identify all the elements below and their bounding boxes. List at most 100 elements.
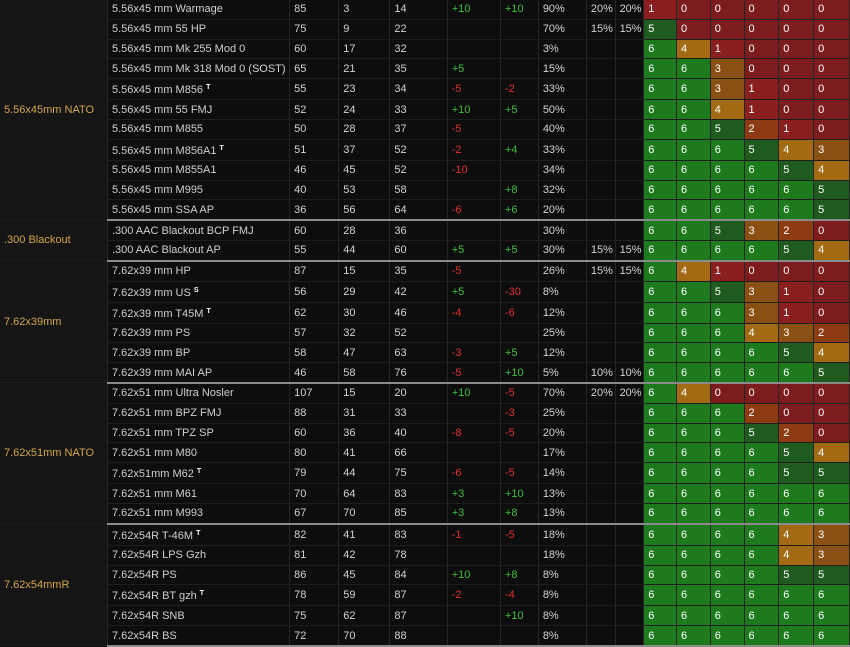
pen-cell: 64 bbox=[338, 483, 391, 504]
recoil-cell: +10 bbox=[500, 362, 539, 384]
armor-class-3-cell: 0 bbox=[710, 382, 745, 404]
armor-class-3-cell: 6 bbox=[710, 442, 745, 464]
ammo-name-cell: 7.62x39 mm T45M T bbox=[107, 302, 291, 324]
armor-class-6-cell: 0 bbox=[813, 78, 850, 101]
recoil-cell bbox=[500, 323, 539, 344]
ammo-tag-badge: T bbox=[196, 529, 201, 537]
armor-class-2-cell: 6 bbox=[676, 483, 711, 504]
ric2-cell bbox=[615, 584, 645, 607]
recoil-cell bbox=[500, 58, 539, 80]
armor-class-5-cell: 5 bbox=[778, 240, 815, 262]
dmg-cell: 67 bbox=[289, 503, 340, 525]
ammo-name: 7.62x51 mm Ultra Nosler bbox=[111, 387, 234, 400]
armor-class-3-cell: 4 bbox=[710, 99, 745, 120]
dmg-cell: 56 bbox=[289, 281, 340, 303]
ric2-cell bbox=[615, 160, 645, 181]
frag-cell: 70% bbox=[538, 19, 587, 40]
ric-cell bbox=[586, 199, 616, 222]
armor-class-2-cell: 6 bbox=[676, 119, 711, 140]
frag-cell: 70% bbox=[538, 382, 587, 404]
armor-cell: 84 bbox=[389, 565, 448, 586]
dmg-cell: 60 bbox=[289, 39, 340, 60]
armor-class-4-cell: 6 bbox=[744, 180, 780, 201]
frag-cell: 25% bbox=[538, 323, 587, 344]
armor-cell: 63 bbox=[389, 342, 448, 364]
frag-cell: 20% bbox=[538, 423, 587, 444]
armor-class-4-cell: 6 bbox=[744, 584, 780, 607]
armor-class-5-cell: 6 bbox=[778, 483, 815, 504]
pen-cell: 47 bbox=[338, 342, 391, 364]
armor-class-6-cell: 0 bbox=[813, 382, 850, 404]
ammo-name-cell: 7.62x51mm M62 T bbox=[107, 462, 291, 485]
armor-class-5-cell: 6 bbox=[778, 584, 815, 607]
armor-class-1-cell: 6 bbox=[643, 584, 677, 607]
ric2-cell bbox=[615, 220, 645, 241]
ric2-cell: 20% bbox=[615, 0, 645, 20]
armor-class-3-cell: 6 bbox=[710, 160, 745, 181]
pen-cell: 30 bbox=[338, 302, 391, 324]
armor-class-1-cell: 6 bbox=[643, 342, 677, 364]
ammo-tag-badge: S bbox=[193, 286, 199, 294]
acc-cell bbox=[447, 19, 501, 40]
armor-class-5-cell: 4 bbox=[778, 139, 815, 161]
ammo-name: 7.62x51 mm TPZ SP bbox=[111, 426, 214, 439]
frag-cell: 15% bbox=[538, 58, 587, 80]
armor-class-5-cell: 4 bbox=[778, 545, 815, 566]
armor-class-1-cell: 6 bbox=[643, 220, 677, 241]
caliber-label: 5.56x45mm NATO bbox=[0, 0, 108, 221]
pen-cell: 23 bbox=[338, 78, 391, 101]
frag-cell: 40% bbox=[538, 119, 587, 140]
frag-cell: 8% bbox=[538, 584, 587, 607]
pen-cell: 36 bbox=[338, 423, 391, 444]
ric-cell bbox=[586, 403, 616, 424]
armor-class-3-cell: 6 bbox=[710, 139, 745, 161]
recoil-cell: +5 bbox=[500, 342, 539, 364]
recoil-cell: -5 bbox=[500, 462, 539, 485]
armor-class-5-cell: 4 bbox=[778, 523, 815, 546]
acc-cell: +5 bbox=[447, 281, 501, 303]
table-row: 5.56x45 mm SSA AP 36 56 64 -6 +6 20% 6 6 6 6 6 5 bbox=[0, 199, 850, 222]
armor-class-1-cell: 6 bbox=[643, 139, 677, 161]
table-row: 7.62x51 mm TPZ SP 60 36 40 -8 -5 20% 6 6 6 5 2 0 bbox=[0, 423, 850, 444]
frag-cell: 20% bbox=[538, 199, 587, 222]
armor-class-1-cell: 6 bbox=[643, 240, 677, 262]
acc-cell: +5 bbox=[447, 58, 501, 80]
pen-cell: 32 bbox=[338, 323, 391, 344]
armor-class-4-cell: 0 bbox=[744, 260, 780, 282]
dmg-cell: 82 bbox=[289, 523, 340, 546]
pen-cell: 42 bbox=[338, 545, 391, 566]
recoil-cell bbox=[500, 220, 539, 241]
acc-cell bbox=[447, 180, 501, 201]
armor-class-3-cell: 6 bbox=[710, 545, 745, 566]
armor-class-1-cell: 6 bbox=[643, 58, 677, 80]
armor-class-5-cell: 0 bbox=[778, 78, 815, 101]
ric-cell: 10% bbox=[586, 362, 616, 384]
armor-class-6-cell: 3 bbox=[813, 523, 850, 546]
frag-cell: 5% bbox=[538, 362, 587, 384]
ric-cell: 15% bbox=[586, 240, 616, 262]
armor-class-3-cell: 6 bbox=[710, 483, 745, 504]
ammo-name-cell: 7.62x54R LPS Gzh bbox=[107, 545, 291, 566]
acc-cell bbox=[447, 442, 501, 464]
recoil-cell: +6 bbox=[500, 199, 539, 222]
acc-cell: -5 bbox=[447, 260, 501, 282]
ric-cell bbox=[586, 78, 616, 101]
table-row: .300 AAC Blackout AP 55 44 60 +5 +5 30% 15% 15% 6… bbox=[0, 240, 850, 262]
ammo-name: 5.56x45 mm SSA AP bbox=[111, 203, 215, 216]
recoil-cell: -5 bbox=[500, 382, 539, 404]
recoil-cell: +8 bbox=[500, 503, 539, 525]
armor-class-5-cell: 5 bbox=[778, 462, 815, 485]
frag-cell: 18% bbox=[538, 545, 587, 566]
table-row: 7.62x51 mm BPZ FMJ 88 31 33 -3 25% 6 6 6 2 0 0 bbox=[0, 403, 850, 424]
ric-cell bbox=[586, 139, 616, 161]
armor-class-3-cell: 6 bbox=[710, 462, 745, 485]
armor-class-1-cell: 6 bbox=[643, 260, 677, 282]
frag-cell: 8% bbox=[538, 281, 587, 303]
armor-class-6-cell: 0 bbox=[813, 58, 850, 80]
pen-cell: 59 bbox=[338, 584, 391, 607]
frag-cell: 14% bbox=[538, 462, 587, 485]
pen-cell: 21 bbox=[338, 58, 391, 80]
ric2-cell bbox=[615, 503, 645, 525]
ammo-tag-badge: T bbox=[199, 590, 205, 598]
